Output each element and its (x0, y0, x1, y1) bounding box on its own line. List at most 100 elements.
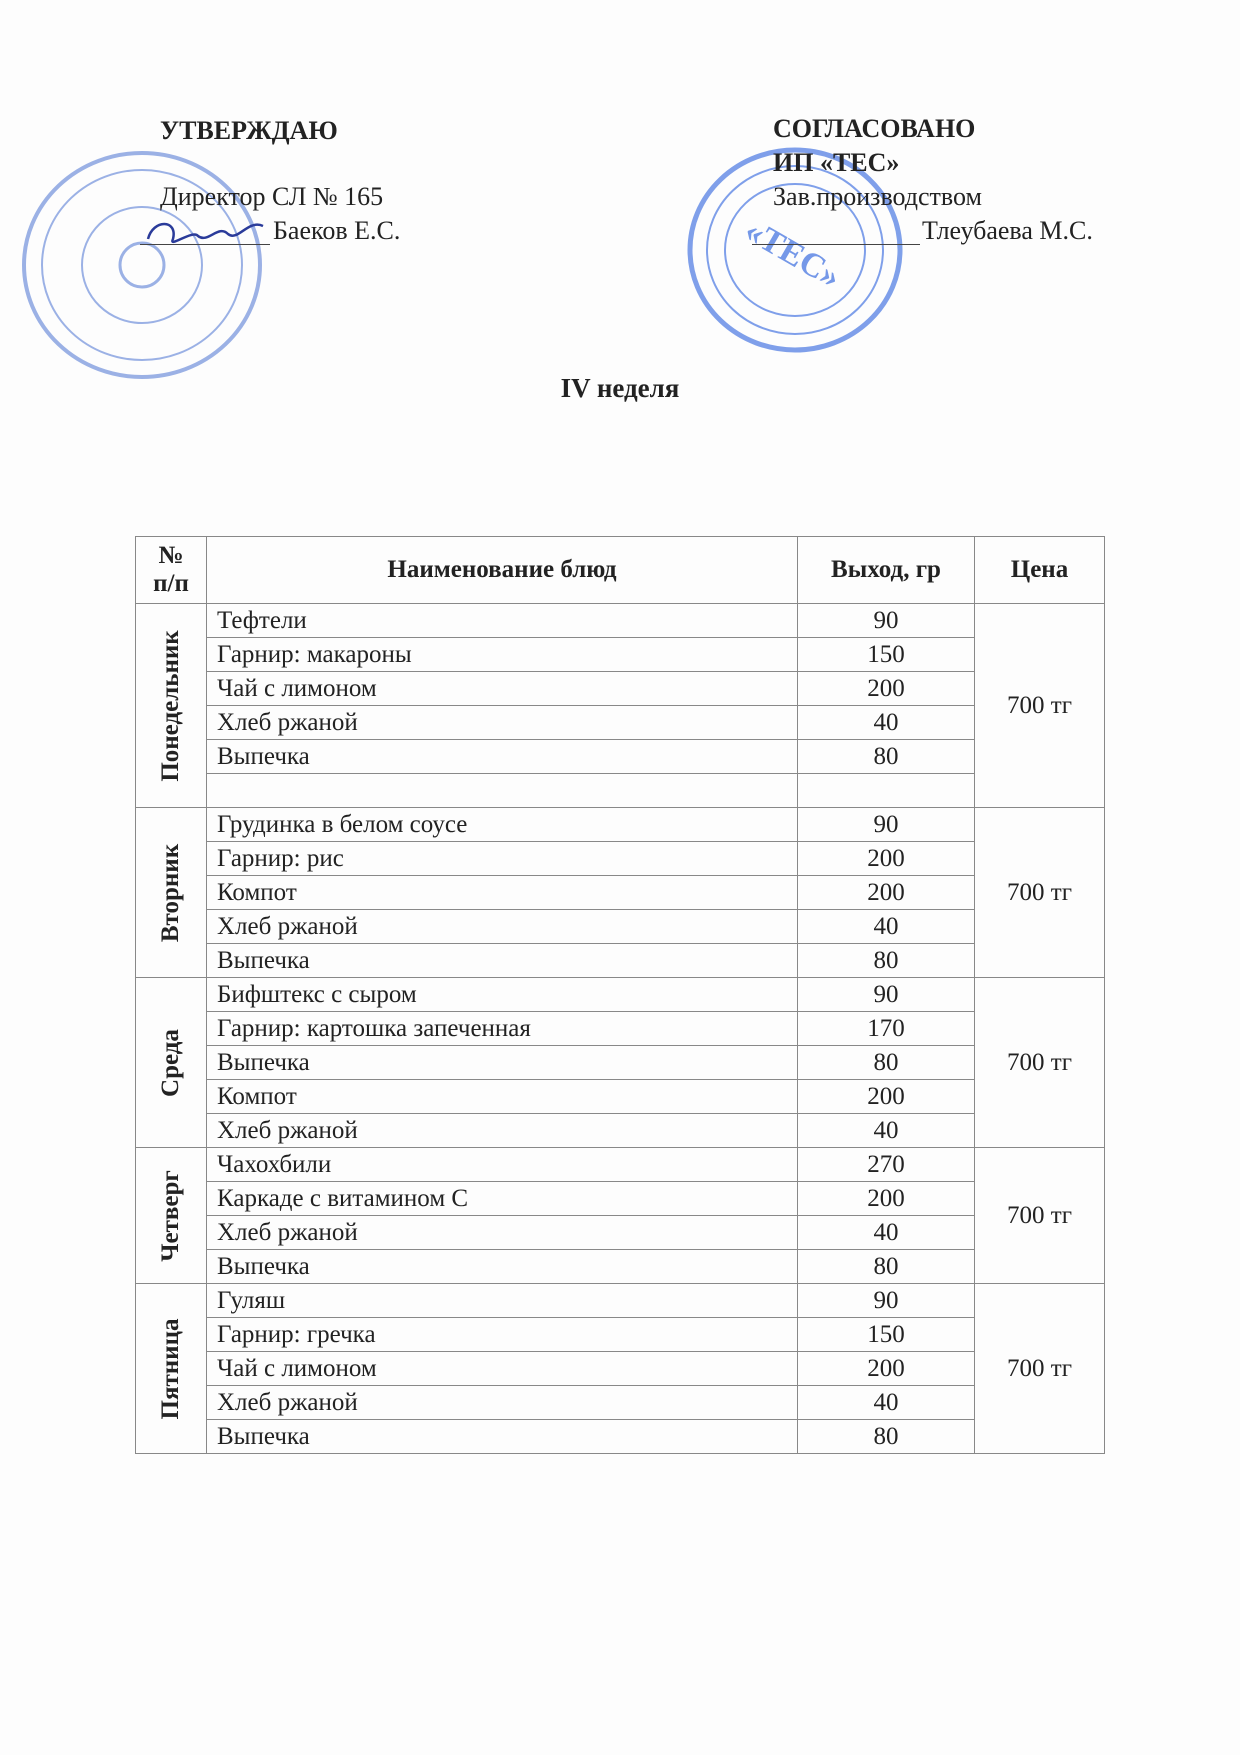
table-row: Компот 200 (136, 1079, 1105, 1114)
dish-name: Гуляш (206, 1283, 798, 1318)
dish-yield: 200 (797, 671, 975, 706)
approve-position: Директор СЛ № 165 (160, 182, 384, 211)
table-row: Вторник Грудинка в белом соусе 90 700 тг (135, 807, 1105, 978)
dish-yield (797, 773, 975, 808)
approve-signature-line (140, 244, 270, 245)
dish-yield: 200 (797, 1181, 975, 1216)
dish-name: Грудинка в белом соусе (206, 807, 798, 842)
header-number: № п/п (135, 536, 207, 604)
day-cell: Понедельник (135, 603, 207, 808)
table-row: Выпечка 80 (136, 1419, 1105, 1454)
table-row: Хлеб ржаной 40 (136, 909, 1105, 944)
table-row: Пятница Гуляш 90 700 тг (135, 1283, 1105, 1454)
agree-signature-line (752, 244, 920, 245)
day-cell: Вторник (135, 807, 207, 978)
table-row: Хлеб ржаной 40 (136, 705, 1105, 740)
dish-name: Тефтели (206, 603, 798, 638)
dish-name: Выпечка (206, 943, 798, 978)
dish-yield: 200 (797, 1079, 975, 1114)
dish-name: Гарнир: рис (206, 841, 798, 876)
dish-name: Чахохбили (206, 1147, 798, 1182)
dish-yield: 80 (797, 943, 975, 978)
table-row: Компот 200 (136, 875, 1105, 910)
dish-yield: 90 (797, 1283, 975, 1318)
price-cell: 700 тг (974, 603, 1105, 808)
school-stamp (22, 151, 262, 379)
dish-yield: 40 (797, 705, 975, 740)
table-row: Хлеб ржаной 40 (136, 1385, 1105, 1420)
table-row: Гарнир: рис 200 (136, 841, 1105, 876)
dish-name: Выпечка (206, 1249, 798, 1284)
dish-name: Выпечка (206, 1045, 798, 1080)
dish-yield: 80 (797, 1045, 975, 1080)
agree-heading: СОГЛАСОВАНО (773, 114, 976, 143)
dish-name: Хлеб ржаной (206, 1385, 798, 1420)
table-row: Понедельник Тефтели 90 700 тг (135, 603, 1105, 808)
day-label: Вторник (157, 843, 184, 942)
dish-yield: 150 (797, 1317, 975, 1352)
agree-name: Тлеубаева М.С. (922, 216, 1093, 245)
header-price: Цена (974, 536, 1105, 604)
dish-yield: 270 (797, 1147, 975, 1182)
dish-yield: 150 (797, 637, 975, 672)
price-cell: 700 тг (974, 807, 1105, 978)
table-row: Чай с лимоном 200 (136, 671, 1105, 706)
table-row: Гарнир: макароны 150 (136, 637, 1105, 672)
agree-position: Зав.производством (773, 182, 982, 211)
dish-yield: 200 (797, 875, 975, 910)
table-row: Чай с лимоном 200 (136, 1351, 1105, 1386)
table-row: Выпечка 80 (136, 1249, 1105, 1284)
header-yield: Выход, гр (797, 536, 975, 604)
day-cell: Пятница (135, 1283, 207, 1454)
day-cell: Среда (135, 977, 207, 1148)
dish-yield: 200 (797, 841, 975, 876)
dish-yield: 40 (797, 1113, 975, 1148)
table-row: Каркаде с витамином С 200 (136, 1181, 1105, 1216)
table-row: Четверг Чахохбили 270 700 тг (135, 1147, 1105, 1284)
table-row: Выпечка 80 (136, 1045, 1105, 1080)
dish-name: Выпечка (206, 739, 798, 774)
table-row: Среда Бифштекс с сыром 90 700 тг (135, 977, 1105, 1148)
day-label: Среда (157, 1028, 184, 1097)
table-row: Гарнир: гречка 150 (136, 1317, 1105, 1352)
table-row: Хлеб ржаной 40 (136, 1215, 1105, 1250)
dish-yield: 90 (797, 603, 975, 638)
dish-name: Хлеб ржаной (206, 1113, 798, 1148)
dish-name: Компот (206, 1079, 798, 1114)
price-cell: 700 тг (974, 1283, 1105, 1454)
dish-name: Каркаде с витамином С (206, 1181, 798, 1216)
dish-name: Компот (206, 875, 798, 910)
signature (146, 222, 264, 243)
stamp-label: «ТЕС» (739, 212, 847, 296)
dish-yield: 90 (797, 977, 975, 1012)
table-row (136, 773, 1105, 808)
dish-yield: 200 (797, 1351, 975, 1386)
dish-name: Выпечка (206, 1419, 798, 1454)
agree-org: ИП «ТЕС» (773, 148, 900, 177)
dish-yield: 40 (797, 909, 975, 944)
company-stamp: «ТЕС» (687, 147, 903, 353)
dish-yield: 170 (797, 1011, 975, 1046)
dish-name: Гарнир: макароны (206, 637, 798, 672)
table-row: Выпечка 80 (136, 943, 1105, 978)
dish-yield: 40 (797, 1215, 975, 1250)
dish-yield: 80 (797, 1419, 975, 1454)
dish-yield: 40 (797, 1385, 975, 1420)
dish-name: Гарнир: картошка запеченная (206, 1011, 798, 1046)
dish-yield: 90 (797, 807, 975, 842)
menu-table: № п/п Наименование блюд Выход, гр Цена П… (135, 536, 1105, 1454)
price-cell: 700 тг (974, 1147, 1105, 1284)
page-title: IV неделя (560, 373, 680, 403)
day-label: Четверг (157, 1169, 184, 1262)
dish-name: Бифштекс с сыром (206, 977, 798, 1012)
dish-yield: 80 (797, 1249, 975, 1284)
day-cell: Четверг (135, 1147, 207, 1284)
price-cell: 700 тг (974, 977, 1105, 1148)
approve-heading: УТВЕРЖДАЮ (160, 116, 338, 145)
dish-name: Хлеб ржаной (206, 1215, 798, 1250)
dish-name: Гарнир: гречка (206, 1317, 798, 1352)
dish-name: Чай с лимоном (206, 671, 798, 706)
header-dish: Наименование блюд (206, 536, 798, 604)
dish-name (206, 773, 798, 808)
